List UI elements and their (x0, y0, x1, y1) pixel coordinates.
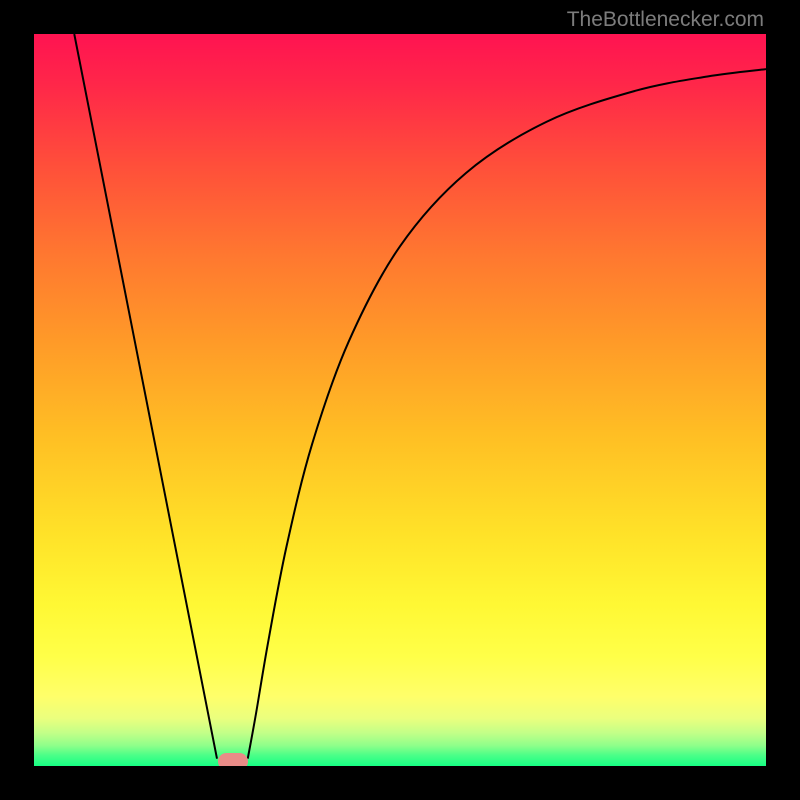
v-curve-path (74, 34, 766, 759)
min-marker (218, 753, 249, 766)
watermark-text: TheBottlenecker.com (567, 8, 764, 32)
curve-layer (34, 34, 766, 766)
plot-area (34, 34, 766, 766)
